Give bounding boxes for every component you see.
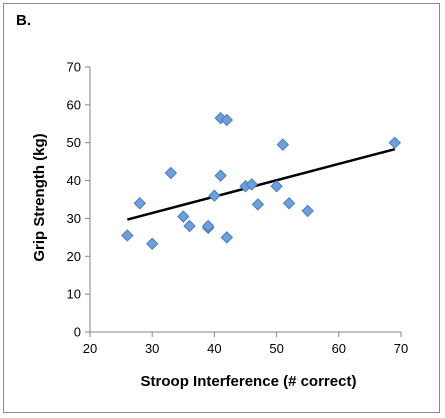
data-point — [208, 189, 221, 202]
data-point — [301, 204, 314, 218]
chart-frame — [3, 3, 440, 413]
data-point — [388, 136, 401, 149]
data-point — [133, 197, 146, 210]
x-tick-label: 60 — [332, 341, 346, 356]
x-tick-label: 40 — [207, 341, 221, 356]
trendline-group — [127, 147, 396, 221]
y-axis-title: Grip Strength (kg) — [31, 133, 48, 261]
data-point — [177, 210, 190, 223]
data-point — [145, 237, 159, 250]
x-tick-label: 20 — [83, 341, 97, 356]
y-tick-label: 40 — [67, 173, 81, 188]
x-tick-label: 30 — [145, 341, 159, 356]
y-tick-label: 30 — [67, 211, 81, 226]
data-point — [251, 198, 265, 211]
data-point — [183, 219, 196, 233]
data-point — [245, 178, 258, 191]
panel-label: B. — [16, 12, 31, 29]
data-points — [121, 111, 401, 250]
data-point — [164, 166, 178, 180]
data-point — [276, 138, 290, 151]
y-tick-label: 20 — [67, 249, 81, 264]
y-tick-label: 70 — [67, 60, 81, 75]
y-tick-label: 60 — [67, 97, 81, 112]
y-tick-label: 10 — [67, 287, 81, 302]
data-point — [220, 113, 234, 127]
x-axis-title: Stroop Interference (# correct) — [141, 373, 357, 390]
y-tick-label: 0 — [74, 325, 81, 340]
data-point — [201, 219, 215, 233]
x-tick-label: 70 — [394, 341, 408, 356]
data-point — [214, 169, 227, 182]
y-tick-label: 50 — [67, 135, 81, 150]
axes — [85, 66, 402, 337]
data-point — [220, 231, 234, 244]
data-point — [270, 180, 283, 193]
tick-labels: 0 10 20 30 40 50 60 70 20 30 40 50 60 70 — [67, 60, 409, 357]
trendline — [127, 147, 396, 221]
data-point — [282, 197, 296, 210]
data-point — [121, 229, 134, 242]
x-tick-label: 50 — [269, 341, 283, 356]
